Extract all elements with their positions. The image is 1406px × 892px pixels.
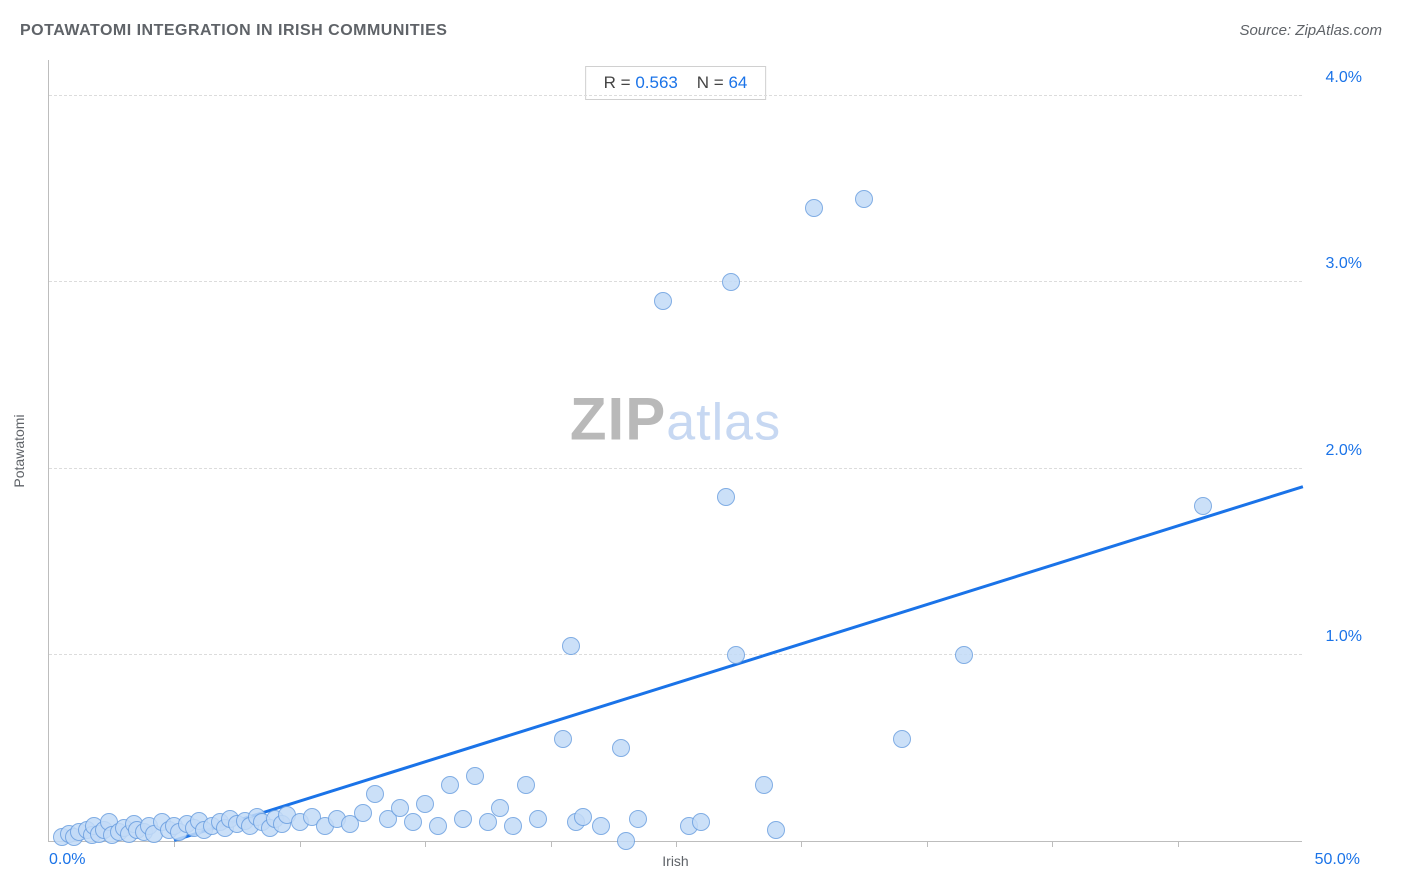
scatter-point [592,817,610,835]
scatter-point [755,776,773,794]
x-tick [927,841,928,847]
y-tick-label: 3.0% [1326,255,1362,273]
scatter-point [404,813,422,831]
x-tick [1052,841,1053,847]
y-tick-label: 2.0% [1326,442,1362,460]
scatter-point [517,776,535,794]
chart-area: ZIPatlas R = 0.563 N = 64 Potawatomi Iri… [48,60,1302,842]
x-tick [676,841,677,847]
scatter-point [366,785,384,803]
scatter-point [504,817,522,835]
scatter-point [441,776,459,794]
scatter-point [612,739,630,757]
watermark-zip: ZIP [570,386,666,453]
y-tick-label: 4.0% [1326,69,1362,87]
plot-region: ZIPatlas R = 0.563 N = 64 Potawatomi Iri… [48,60,1368,842]
x-min-label: 0.0% [49,851,85,869]
scatter-point [416,795,434,813]
scatter-point [617,832,635,850]
r-value: 0.563 [635,73,678,92]
scatter-point [479,813,497,831]
n-value: 64 [728,73,747,92]
scatter-point [692,813,710,831]
scatter-point [805,199,823,217]
scatter-point [554,730,572,748]
scatter-point [391,799,409,817]
x-axis-title: Irish [662,853,688,869]
scatter-point [717,488,735,506]
scatter-point [767,821,785,839]
scatter-point [955,646,973,664]
scatter-point [491,799,509,817]
watermark-atlas: atlas [666,394,781,452]
gridline [49,281,1302,282]
scatter-point [855,190,873,208]
gridline [49,654,1302,655]
scatter-point [893,730,911,748]
x-tick [1178,841,1179,847]
scatter-point [574,808,592,826]
source-attribution: Source: ZipAtlas.com [1239,22,1382,39]
scatter-point [727,646,745,664]
scatter-point [562,637,580,655]
chart-container: POTAWATOMI INTEGRATION IN IRISH COMMUNIT… [0,0,1406,892]
r-label: R = [604,73,631,92]
x-tick [551,841,552,847]
y-tick-label: 1.0% [1326,628,1362,646]
scatter-point [529,810,547,828]
x-tick [425,841,426,847]
scatter-point [454,810,472,828]
scatter-point [1194,497,1212,515]
scatter-point [429,817,447,835]
x-tick [174,841,175,847]
n-label: N = [697,73,724,92]
x-tick [300,841,301,847]
scatter-point [466,767,484,785]
gridline [49,95,1302,96]
scatter-point [354,804,372,822]
y-axis-title: Potawatomi [11,414,27,487]
scatter-point [722,273,740,291]
x-max-label: 50.0% [1315,851,1360,869]
chart-title: POTAWATOMI INTEGRATION IN IRISH COMMUNIT… [20,22,447,40]
watermark: ZIPatlas [570,385,781,454]
gridline [49,468,1302,469]
scatter-point [629,810,647,828]
scatter-point [654,292,672,310]
x-tick [801,841,802,847]
